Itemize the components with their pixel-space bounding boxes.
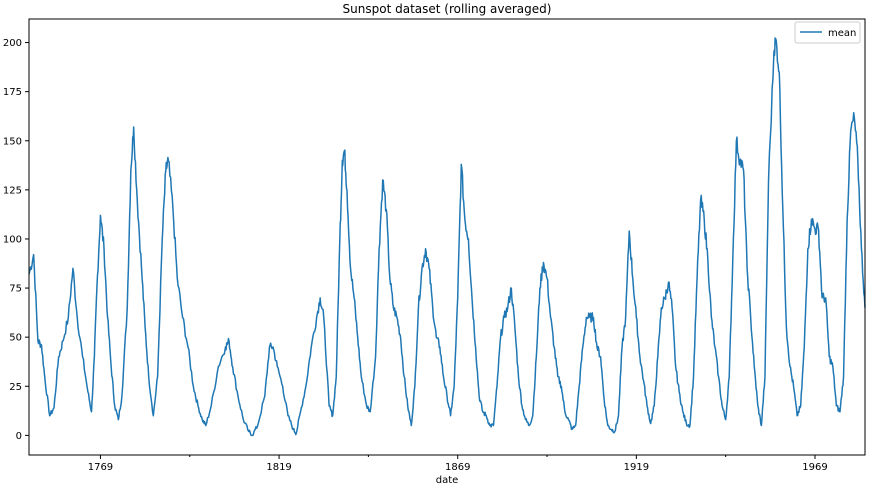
x-tick-label: 1869 bbox=[445, 462, 470, 473]
y-tick-label: 150 bbox=[3, 136, 22, 147]
y-tick-label: 200 bbox=[3, 38, 22, 49]
y-tick-label: 175 bbox=[3, 87, 22, 98]
series-line-mean bbox=[28, 37, 866, 437]
y-tick-label: 50 bbox=[9, 333, 22, 344]
legend-label-mean: mean bbox=[828, 28, 856, 39]
plot-area bbox=[28, 37, 866, 437]
x-tick-label: 1819 bbox=[266, 462, 291, 473]
x-tick-label: 1769 bbox=[88, 462, 113, 473]
y-tick-label: 0 bbox=[16, 431, 22, 442]
x-tick-label: 1969 bbox=[802, 462, 827, 473]
x-axis-label: date bbox=[436, 475, 459, 486]
y-axis-ticks: 0 25 50 75 100 125 150 175 200 bbox=[3, 38, 29, 442]
axes-frame bbox=[28, 18, 866, 456]
legend-box bbox=[794, 21, 861, 44]
y-tick-label: 125 bbox=[3, 185, 22, 196]
x-axis-ticks: 1769 1819 1869 1919 1969 bbox=[88, 455, 828, 473]
x-tick-label: 1919 bbox=[624, 462, 649, 473]
legend: mean bbox=[794, 21, 861, 44]
chart-title: Sunspot dataset (rolling averaged) bbox=[343, 2, 552, 16]
y-tick-label: 25 bbox=[9, 382, 22, 393]
y-tick-label: 75 bbox=[9, 284, 22, 295]
y-tick-label: 100 bbox=[3, 234, 22, 245]
